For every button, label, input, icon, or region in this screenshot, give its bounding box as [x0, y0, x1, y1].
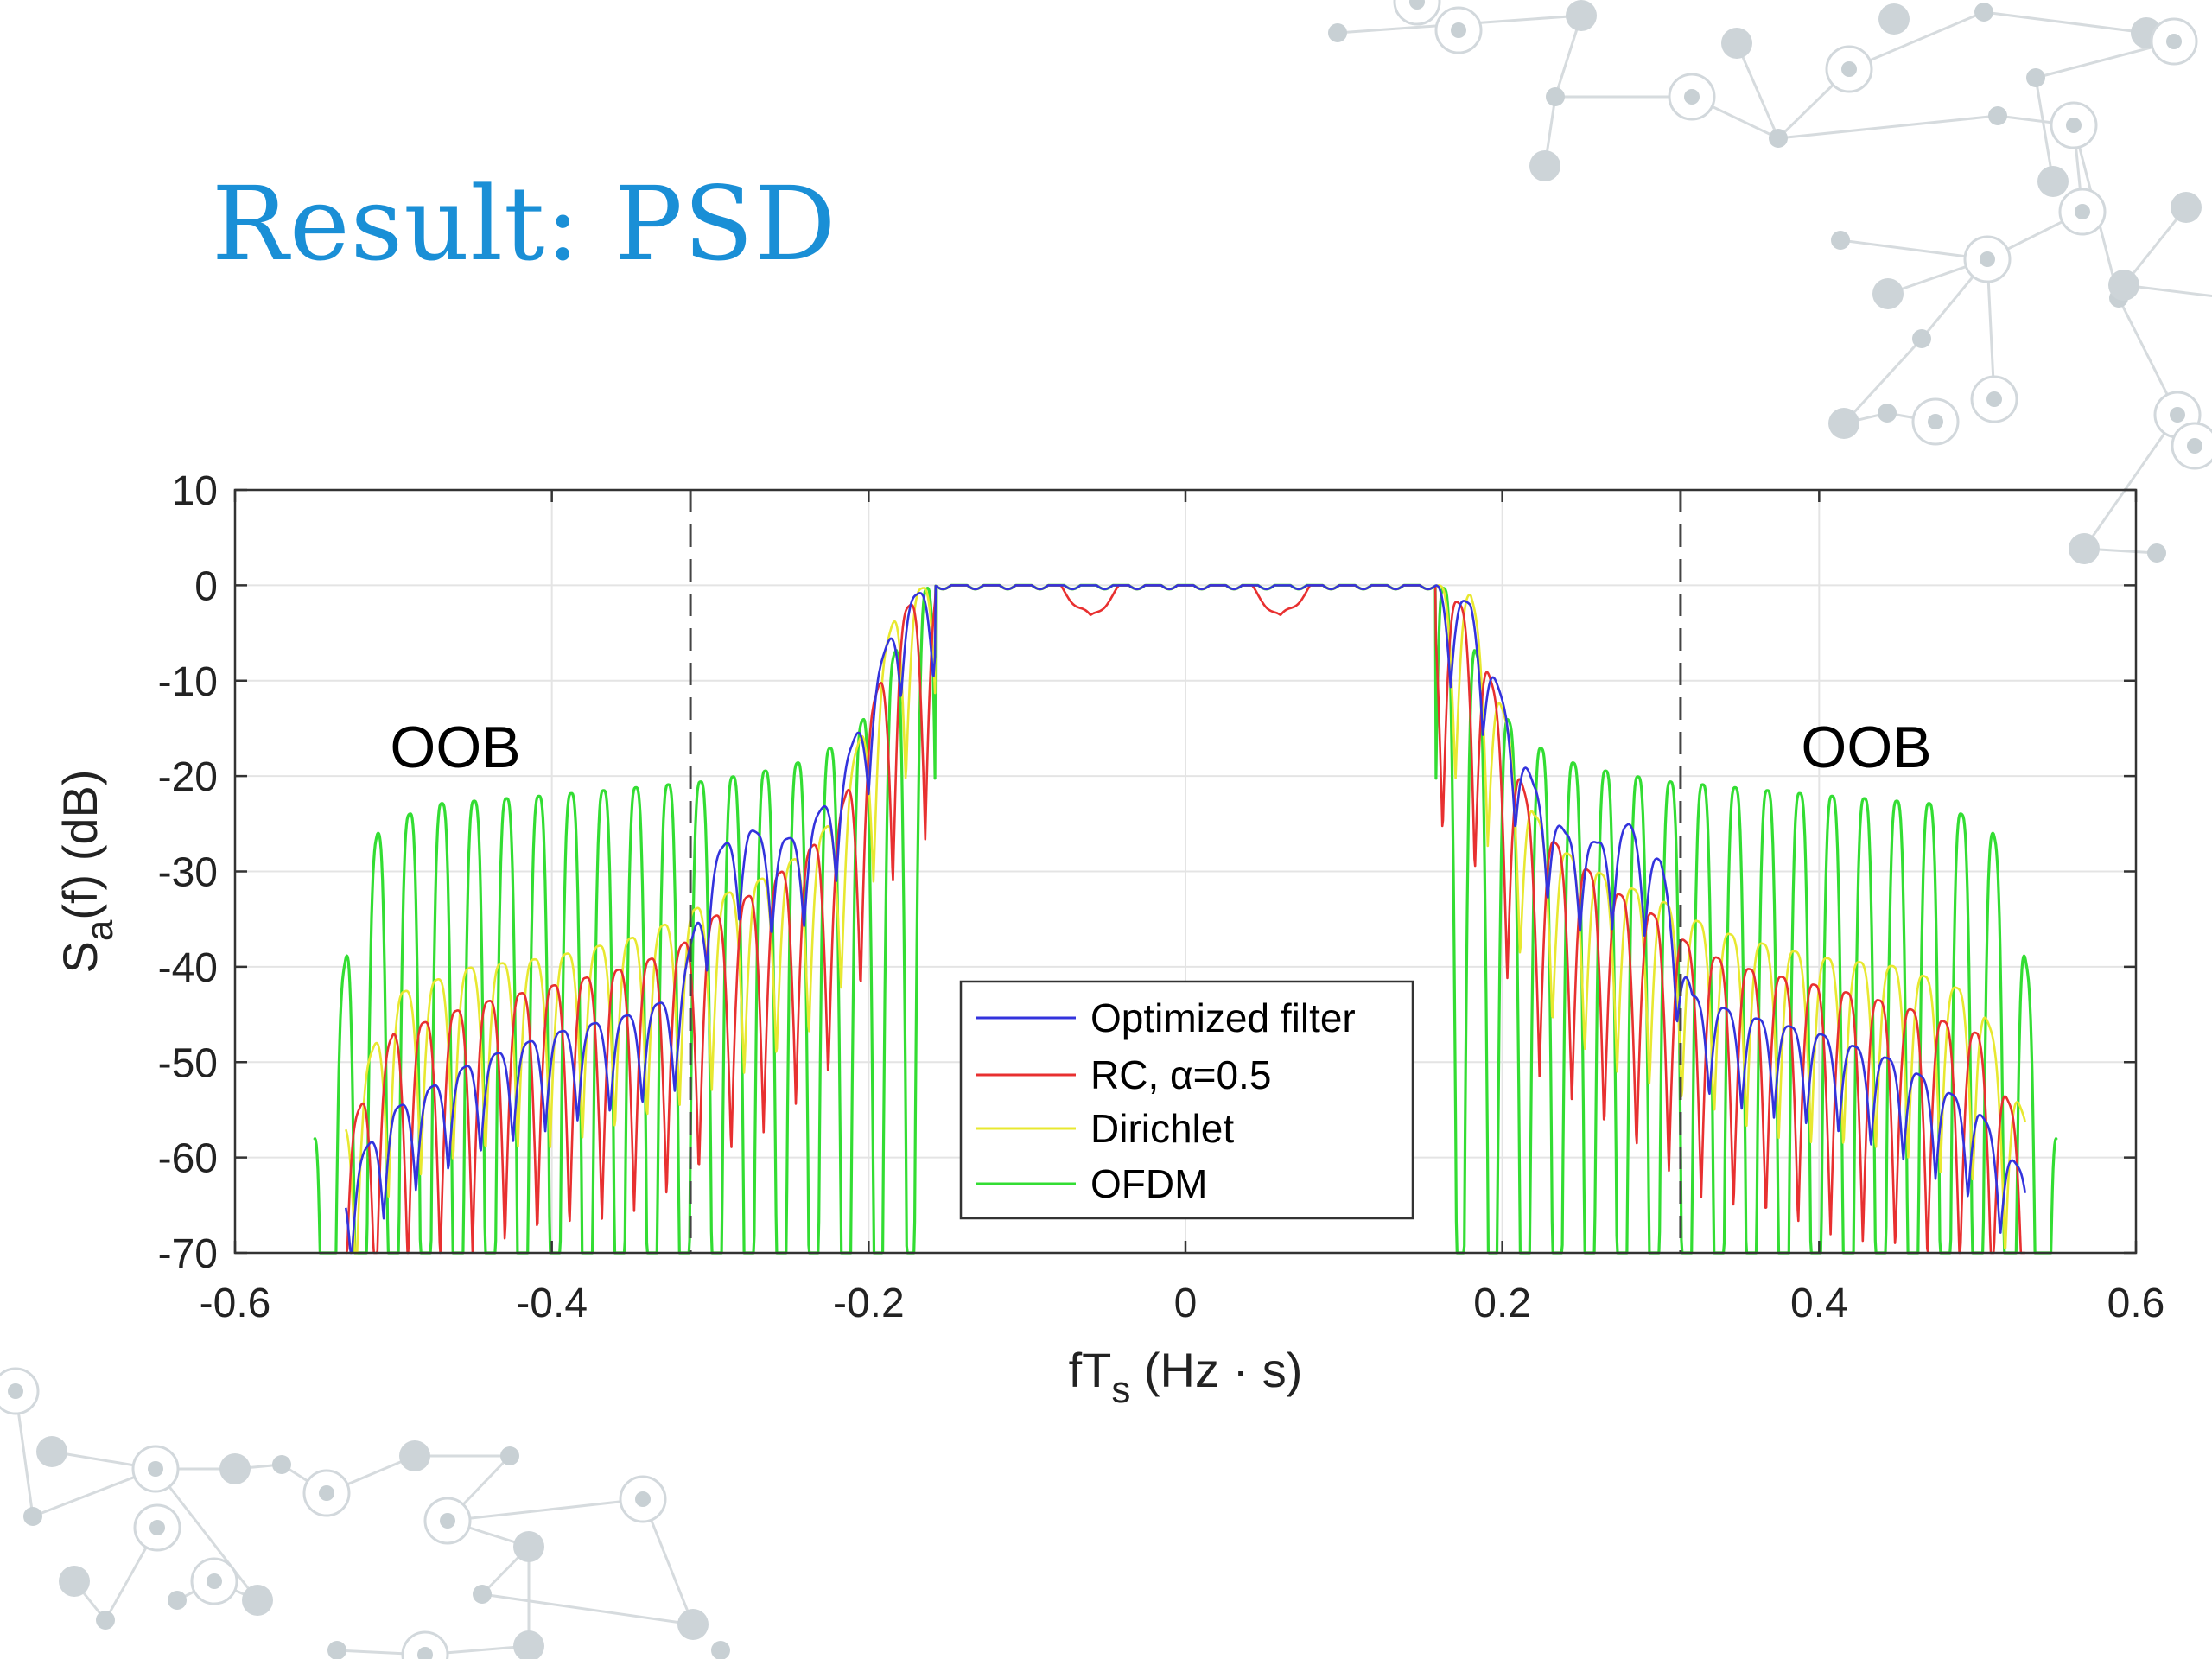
x-tick-label: -0.6: [200, 1281, 271, 1326]
legend-box: [959, 980, 1414, 1220]
x-tick-label: 0.2: [1473, 1281, 1531, 1326]
y-tick-label: -40: [158, 945, 218, 991]
oob-label-right: OOB: [1801, 715, 1931, 780]
plot-curves: [313, 583, 2058, 1255]
x-tick-label: 0.4: [1790, 1281, 1848, 1326]
y-tick-label: -70: [158, 1231, 218, 1277]
x-axis-label: fTs (Hz · s): [1069, 1343, 1303, 1411]
y-axis-label-rest: (f) (dB): [53, 769, 107, 919]
x-tick-label: 0.6: [2107, 1281, 2165, 1326]
y-tick-label: -20: [158, 754, 218, 800]
band-edge-lines: [689, 490, 1682, 1253]
x-tick-label: 0: [1174, 1281, 1198, 1326]
y-tick-label: -10: [158, 659, 218, 705]
legend-label-rc: RC, α=0.5: [1090, 1052, 1271, 1097]
legend-label-ofdm: OFDM: [1090, 1161, 1207, 1206]
x-axis-label-rest: (Hz · s): [1130, 1343, 1302, 1397]
y-axis-label: Sa(f) (dB): [53, 769, 121, 973]
legend-label-dirichlet: Dirichlet: [1090, 1106, 1234, 1151]
axis-ticks: -0.6 -0.4 -0.2 0 0.2 0.4 0.6 10 0 -10 -20 -30 -40 -50…: [158, 468, 2165, 1326]
y-tick-label: 10: [172, 468, 218, 514]
y-axis-label-sub: a: [79, 919, 121, 941]
y-tick-label: 0: [194, 563, 218, 609]
legend: Optimized filter RC, α=0.5 Dirichlet OFD…: [959, 980, 1414, 1220]
x-tick-label: -0.2: [833, 1281, 905, 1326]
x-axis-label-main: fT: [1069, 1343, 1112, 1397]
y-axis-label-main: S: [53, 941, 107, 973]
oob-label-left: OOB: [390, 715, 520, 780]
series-line-optimized-filter: [345, 584, 2026, 1255]
y-tick-label: -30: [158, 850, 218, 896]
y-tick-label: -60: [158, 1136, 218, 1182]
x-tick-label: -0.4: [516, 1281, 588, 1326]
slide-title: Result: PSD: [212, 164, 837, 283]
legend-label-optimized-filter: Optimized filter: [1090, 995, 1356, 1040]
x-axis-label-sub: s: [1111, 1369, 1130, 1411]
y-tick-label: -50: [158, 1040, 218, 1086]
